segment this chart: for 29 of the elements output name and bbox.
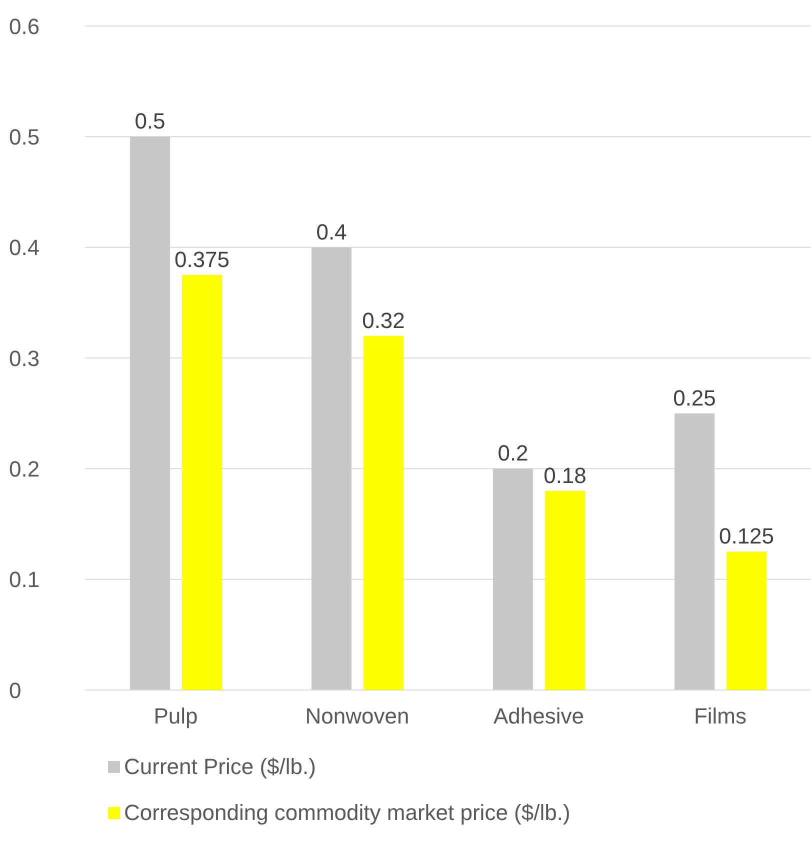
- data-label: 0.32: [362, 308, 405, 333]
- data-label: 0.18: [544, 462, 586, 488]
- y-tick-label: 0.3: [9, 346, 40, 371]
- y-tick-label: 0.6: [9, 14, 40, 39]
- y-tick-label: 0.2: [9, 456, 40, 482]
- bar: [493, 468, 533, 690]
- x-tick-label: Films: [694, 704, 747, 729]
- bar: [545, 490, 585, 690]
- y-tick-label: 0.5: [9, 124, 40, 150]
- data-label: 0.375: [174, 247, 230, 272]
- bar: [182, 275, 222, 690]
- legend-label: Current Price ($/lb.): [124, 754, 316, 780]
- bar: [130, 136, 170, 690]
- data-label: 0.125: [718, 524, 774, 549]
- y-tick-label: 0.4: [9, 235, 40, 260]
- data-label: 0.5: [134, 108, 166, 134]
- x-tick-label: Adhesive: [493, 704, 584, 729]
- bar: [364, 336, 404, 690]
- legend-label: Corresponding commodity market price ($/lb.): [124, 800, 570, 826]
- x-tick-label: Nonwoven: [305, 704, 410, 729]
- bar: [312, 247, 352, 690]
- x-tick-label: Pulp: [154, 704, 198, 729]
- data-label: 0.2: [498, 440, 528, 466]
- bar: [726, 552, 766, 690]
- data-label: 0.4: [316, 219, 347, 244]
- y-tick-label: 0.1: [9, 567, 40, 592]
- data-label: 0.25: [673, 385, 716, 410]
- y-tick-label: 0: [9, 678, 22, 703]
- bar: [674, 413, 714, 690]
